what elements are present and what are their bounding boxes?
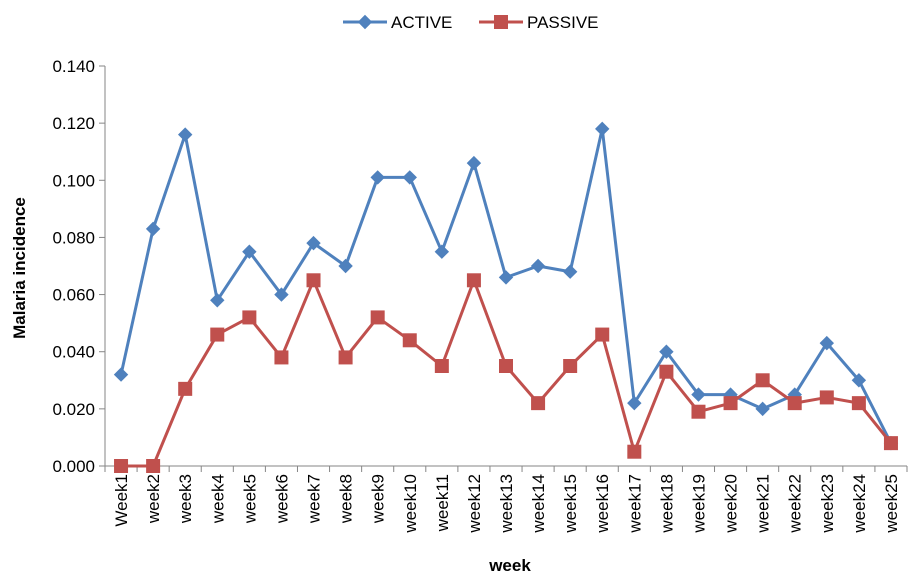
- data-point-active: [851, 373, 867, 388]
- x-tick-label: week12: [465, 474, 484, 534]
- data-point-active: [242, 244, 257, 259]
- series-line-active: [119, 127, 893, 444]
- legend-marker: [494, 15, 508, 29]
- x-tick-label: week7: [305, 474, 324, 524]
- legend-label: ACTIVE: [391, 13, 452, 32]
- data-point-passive: [659, 364, 674, 379]
- y-tick-label: 0.020: [52, 400, 95, 419]
- data-point-passive: [402, 333, 417, 348]
- data-point-active: [402, 170, 417, 185]
- data-point-passive: [466, 273, 481, 288]
- data-point-passive: [338, 350, 353, 365]
- x-tick-label: week24: [850, 474, 869, 534]
- data-point-passive: [819, 390, 834, 405]
- data-point-active: [659, 344, 674, 359]
- x-tick-label: Week1: [112, 474, 131, 527]
- data-point-passive: [563, 359, 578, 373]
- series-passive: [114, 273, 898, 473]
- data-point-passive: [306, 273, 321, 288]
- x-tick-label: week10: [401, 474, 420, 534]
- data-point-active: [595, 121, 610, 137]
- data-point-active: [691, 387, 706, 402]
- data-point-passive: [499, 359, 513, 373]
- y-tick-label: 0.080: [52, 228, 95, 247]
- x-tick-label: week17: [625, 474, 644, 534]
- data-point-active: [530, 258, 546, 274]
- data-point-passive: [146, 459, 161, 473]
- data-point-active: [274, 287, 289, 302]
- data-point-passive: [274, 350, 289, 365]
- series-line-passive: [121, 278, 893, 468]
- x-tick-label: week5: [240, 474, 259, 524]
- data-point-active: [498, 270, 514, 285]
- x-tick-label: week19: [689, 474, 708, 534]
- x-tick-label: week22: [786, 474, 805, 534]
- data-point-passive: [723, 396, 738, 411]
- x-tick-label: week6: [272, 474, 291, 524]
- data-point-passive: [242, 310, 257, 325]
- data-point-passive: [627, 444, 642, 459]
- y-tick-label: 0.060: [52, 286, 95, 305]
- data-point-passive: [755, 373, 770, 388]
- data-point-active: [210, 293, 225, 308]
- series-layer: [113, 121, 899, 473]
- x-tick-label: week11: [433, 474, 452, 532]
- y-tick-label: 0.100: [52, 171, 95, 190]
- data-point-active: [434, 244, 450, 259]
- data-point-active: [338, 258, 353, 274]
- data-point-passive: [434, 359, 449, 373]
- data-point-active: [113, 367, 129, 382]
- series-active: [113, 121, 899, 451]
- data-point-passive: [531, 396, 546, 411]
- x-tick-label: week21: [754, 474, 773, 534]
- data-point-active: [370, 170, 385, 185]
- data-point-passive: [691, 404, 706, 419]
- x-tick-label: week18: [657, 474, 676, 534]
- data-point-active: [627, 395, 642, 411]
- x-tick-label: week4: [208, 474, 227, 524]
- y-tick-label: 0.040: [52, 343, 95, 362]
- data-point-passive: [178, 381, 193, 396]
- data-point-passive: [851, 396, 866, 411]
- legend-item-active: ACTIVE: [343, 13, 452, 32]
- x-tick-label: week20: [722, 474, 741, 534]
- data-point-passive: [787, 396, 802, 411]
- x-tick-label: week13: [497, 474, 516, 534]
- y-axis: 0.000 0.020 0.040 0.060 0.080 0.100 0.120 0.140: [52, 57, 105, 476]
- data-point-active: [819, 335, 835, 351]
- x-tick-label: week9: [369, 474, 388, 524]
- data-point-passive: [595, 327, 610, 342]
- data-point-active: [306, 235, 321, 251]
- y-tick-label: 0.000: [52, 457, 95, 476]
- legend-marker: [357, 14, 373, 30]
- x-tick-label: week15: [561, 474, 580, 534]
- data-point-passive: [210, 327, 225, 342]
- x-tick-label: week3: [176, 474, 195, 524]
- legend-label: PASSIVE: [527, 13, 599, 32]
- data-point-passive: [370, 310, 385, 325]
- data-point-active: [145, 221, 161, 237]
- data-point-passive: [114, 459, 129, 473]
- x-axis: Week1 week2 week3 week4 week5 week6 week7 week8…: [104, 466, 908, 534]
- data-point-active: [466, 155, 482, 171]
- x-tick-label: week23: [818, 474, 837, 534]
- y-axis-title: Malaria incidence: [10, 197, 29, 339]
- x-tick-label: week8: [337, 474, 356, 524]
- x-tick-label: week14: [529, 474, 548, 534]
- data-point-active: [562, 264, 578, 279]
- data-point-passive: [883, 436, 898, 451]
- x-tick-label: week16: [593, 474, 612, 534]
- y-tick-label: 0.120: [52, 114, 95, 133]
- x-tick-label: week25: [882, 474, 901, 534]
- legend: ACTIVE PASSIVE: [343, 13, 599, 32]
- x-tick-label: week2: [144, 474, 163, 524]
- x-axis-title: week: [488, 556, 531, 575]
- legend-item-passive: PASSIVE: [479, 13, 599, 32]
- y-tick-label: 0.140: [52, 57, 95, 76]
- data-point-active: [755, 401, 770, 417]
- data-point-active: [177, 127, 193, 142]
